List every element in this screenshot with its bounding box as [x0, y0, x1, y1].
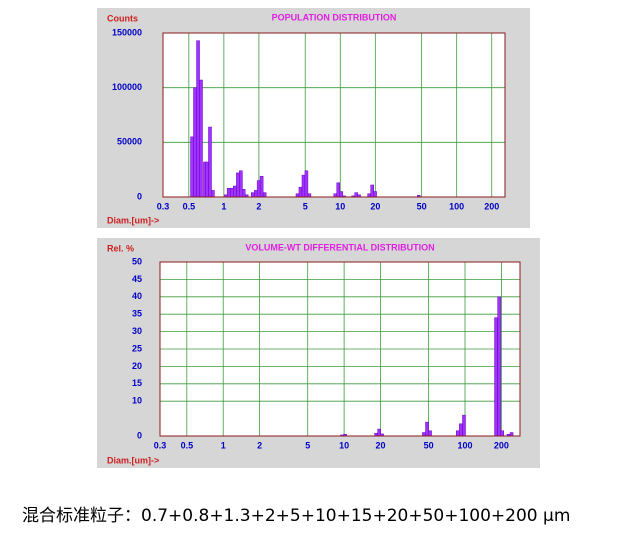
x-tick-label: 20	[370, 201, 380, 211]
bar	[298, 186, 303, 198]
bar	[373, 191, 377, 198]
bar	[428, 430, 432, 437]
bar	[459, 423, 463, 437]
y-tick-label: 0	[137, 430, 142, 440]
x-tick-label: 10	[335, 201, 345, 211]
x-axis-label: Diam.[um]->	[107, 455, 159, 465]
bar	[370, 184, 374, 198]
x-tick-label: 5	[303, 201, 308, 211]
x-tick-label: 200	[494, 440, 509, 450]
bar	[241, 189, 246, 198]
y-tick-label: 45	[132, 274, 142, 284]
bar	[304, 170, 309, 198]
bar	[377, 428, 381, 437]
y-tick-label: 50000	[117, 137, 142, 147]
x-tick-label: 0.3	[157, 201, 170, 211]
bar	[208, 126, 212, 198]
bar	[259, 175, 264, 198]
y-axis-label: Rel. %	[107, 243, 134, 253]
bar	[239, 170, 243, 198]
bar	[199, 79, 203, 198]
bar	[254, 190, 258, 198]
x-tick-label: 5	[305, 440, 310, 450]
bar	[193, 87, 197, 198]
x-tick-label: 100	[449, 201, 464, 211]
bar	[250, 192, 255, 198]
y-tick-label: 0	[137, 191, 142, 201]
y-tick-label: 35	[132, 309, 142, 319]
bar	[354, 192, 358, 198]
y-tick-label: 15	[132, 378, 142, 388]
bar	[339, 191, 344, 198]
x-tick-label: 0.5	[181, 440, 194, 450]
x-tick-label: 1	[221, 440, 226, 450]
y-tick-label: 50	[132, 256, 142, 266]
bar	[456, 430, 460, 437]
y-tick-label: 25	[132, 343, 142, 353]
bar	[509, 432, 514, 437]
bar	[232, 185, 237, 198]
x-tick-label: 50	[417, 201, 427, 211]
x-tick-label: 2	[257, 440, 262, 450]
chart-title: POPULATION DISTRIBUTION	[272, 12, 397, 22]
bar	[497, 296, 501, 437]
y-tick-label: 30	[132, 326, 142, 336]
bar	[262, 192, 267, 198]
bar	[226, 188, 231, 198]
bar	[205, 161, 209, 198]
bar	[256, 180, 261, 198]
bar	[500, 430, 505, 437]
x-tick-label: 1	[221, 201, 226, 211]
bar	[494, 317, 498, 437]
chart-title: VOLUME-WT DIFFERENTIAL DISTRIBUTION	[245, 242, 434, 252]
bar	[301, 174, 306, 198]
plot-border	[162, 32, 506, 198]
x-tick-label: 10	[339, 440, 349, 450]
y-tick-label: 10	[132, 396, 142, 406]
y-tick-label: 150000	[112, 27, 142, 37]
y-tick-label: 100000	[112, 82, 142, 92]
x-tick-label: 2	[256, 201, 261, 211]
caption: 混合标准粒子：0.7+0.8+1.3+2+5+10+15+20+50+100+2…	[22, 506, 571, 526]
bar	[190, 136, 194, 198]
x-tick-label: 0.5	[183, 201, 196, 211]
x-tick-label: 200	[484, 201, 499, 211]
x-axis-label: Diam.[um]->	[107, 215, 159, 225]
x-tick-label: 0.3	[154, 440, 167, 450]
plot-area	[163, 33, 505, 197]
y-tick-label: 40	[132, 291, 142, 301]
bar	[230, 188, 234, 198]
bar	[196, 40, 200, 198]
bar	[422, 432, 426, 437]
bar	[336, 182, 341, 198]
bar	[211, 190, 215, 198]
bar	[425, 421, 429, 437]
y-tick-label: 20	[132, 361, 142, 371]
y-axis-label: Counts	[107, 13, 138, 23]
x-tick-label: 50	[424, 440, 434, 450]
bar	[462, 414, 466, 437]
bar	[236, 172, 240, 198]
x-tick-label: 20	[375, 440, 385, 450]
x-tick-label: 100	[457, 440, 472, 450]
plot-border	[159, 261, 521, 437]
